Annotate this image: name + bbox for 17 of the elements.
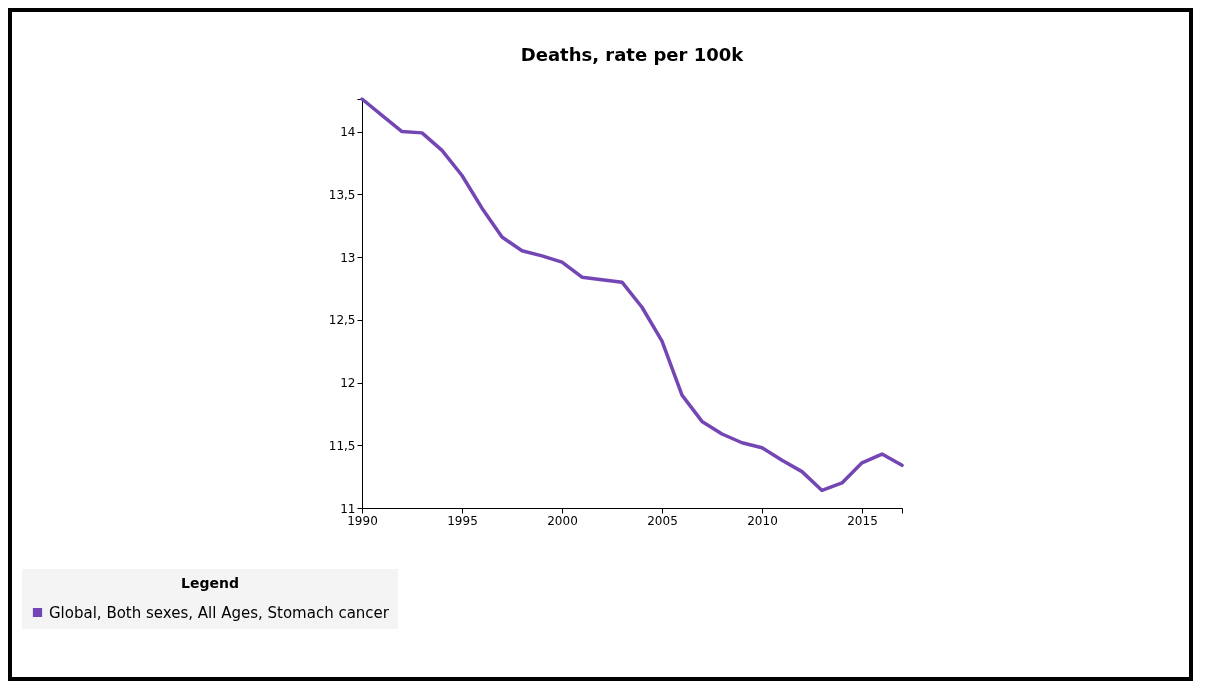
chart-title: Deaths, rate per 100k	[520, 44, 745, 66]
x-tick-label: 2015	[847, 513, 878, 528]
y-tick-label: 13	[340, 250, 356, 265]
legend-label: Global, Both sexes, All Ages, Stomach cancer	[49, 603, 390, 622]
y-tick-label: 11,5	[328, 438, 356, 453]
x-tick-label: 2000	[547, 513, 578, 528]
y-tick-label: 14	[340, 125, 356, 140]
x-tick-label: 1990	[347, 513, 378, 528]
x-tick-label: 1995	[447, 513, 478, 528]
y-tick-label: 13,5	[328, 187, 356, 202]
legend-title: Legend	[181, 575, 239, 591]
x-tick-label: 2005	[647, 513, 678, 528]
y-tick-label: 11	[340, 501, 356, 516]
y-tick-label: 12	[340, 376, 356, 391]
x-tick-label: 2010	[747, 513, 778, 528]
line-series	[360, 97, 904, 493]
y-tick-label: 12,5	[328, 313, 356, 328]
